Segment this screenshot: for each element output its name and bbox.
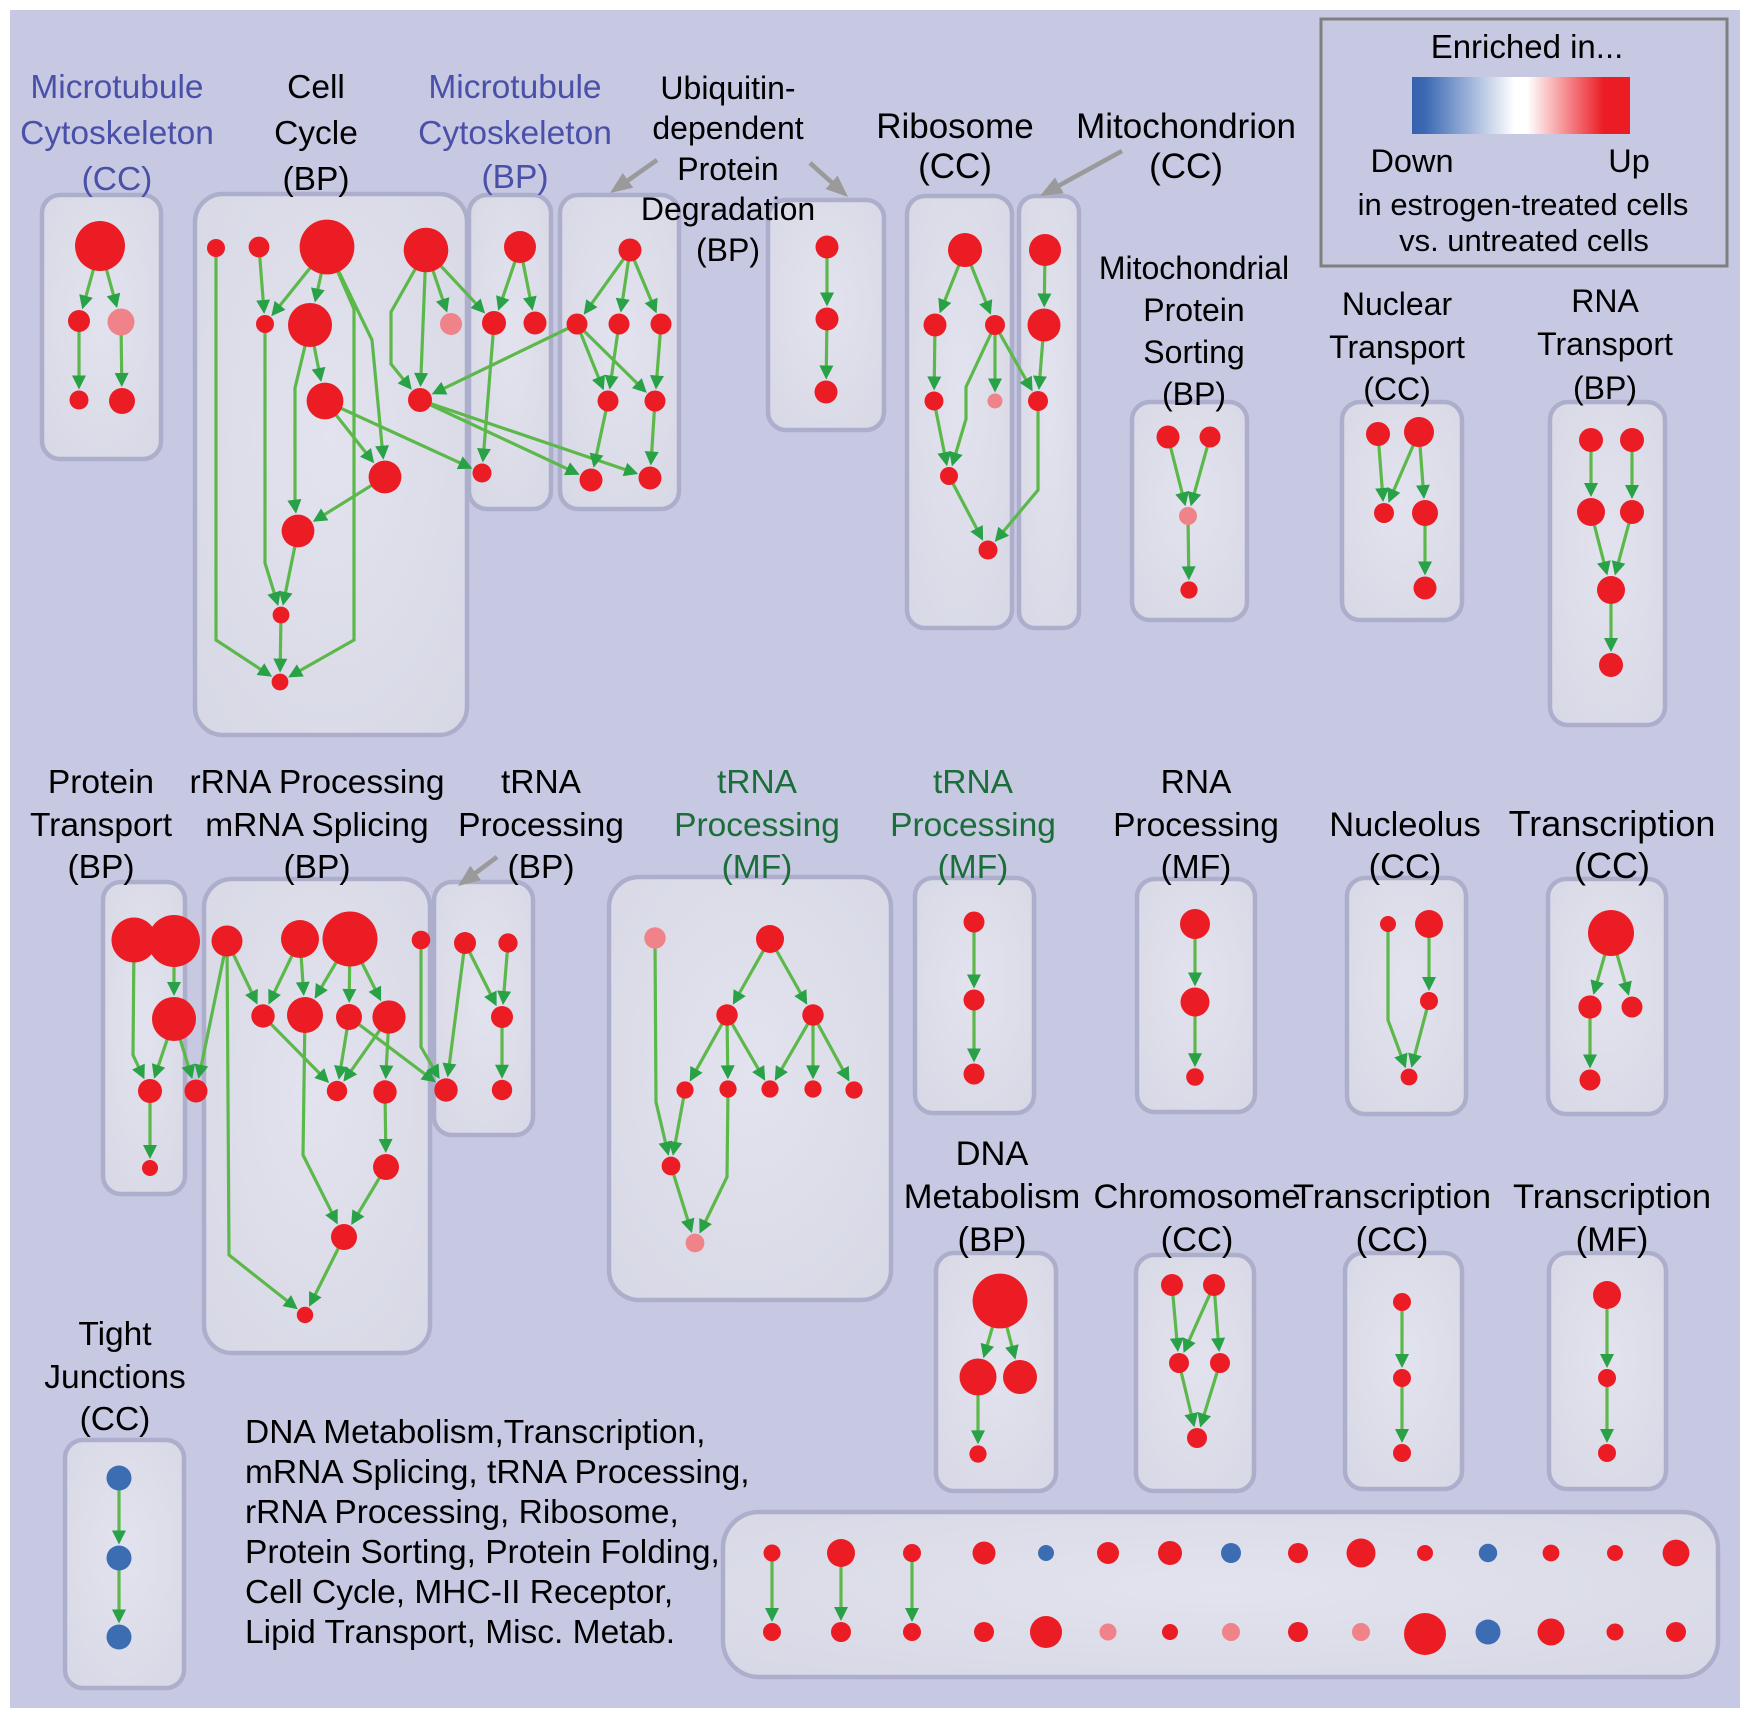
svg-text:(CC): (CC): [1161, 1221, 1234, 1259]
svg-text:dependent: dependent: [652, 110, 803, 146]
svg-text:DNA: DNA: [956, 1135, 1029, 1173]
svg-text:Transport: Transport: [30, 807, 173, 844]
svg-text:rRNA Processing: rRNA Processing: [189, 764, 444, 801]
svg-text:(BP): (BP): [68, 849, 135, 886]
svg-text:Mitochondrial: Mitochondrial: [1099, 250, 1289, 286]
svg-text:Ubiquitin-: Ubiquitin-: [660, 70, 795, 106]
svg-text:(BP): (BP): [1162, 376, 1226, 412]
svg-text:(MF): (MF): [938, 849, 1009, 886]
svg-text:(CC): (CC): [1149, 147, 1223, 186]
svg-text:(BP): (BP): [508, 849, 575, 886]
svg-text:Microtubule: Microtubule: [428, 69, 601, 106]
svg-text:(BP): (BP): [696, 232, 760, 268]
svg-text:(BP): (BP): [958, 1221, 1027, 1259]
svg-text:Nucleolus: Nucleolus: [1329, 806, 1481, 844]
svg-text:rRNA Processing, Ribosome,: rRNA Processing, Ribosome,: [245, 1494, 679, 1531]
svg-text:in estrogen-treated cells: in estrogen-treated cells: [1358, 187, 1689, 222]
svg-text:Sorting: Sorting: [1143, 334, 1244, 370]
svg-text:(CC): (CC): [1363, 371, 1431, 407]
svg-text:Metabolism: Metabolism: [904, 1178, 1080, 1216]
svg-text:Nuclear: Nuclear: [1342, 286, 1453, 322]
svg-text:Cell: Cell: [287, 69, 345, 106]
svg-text:Transcription: Transcription: [1509, 803, 1716, 844]
svg-text:(CC): (CC): [82, 161, 153, 198]
svg-text:Enriched in...: Enriched in...: [1431, 28, 1624, 65]
svg-text:Tight: Tight: [78, 1316, 152, 1353]
svg-text:tRNA: tRNA: [933, 764, 1014, 801]
svg-text:RNA: RNA: [1161, 764, 1232, 801]
svg-text:Up: Up: [1608, 143, 1650, 179]
svg-text:Transcription: Transcription: [1513, 1178, 1711, 1216]
svg-text:Ribosome: Ribosome: [876, 107, 1034, 146]
svg-text:tRNA: tRNA: [501, 764, 582, 801]
svg-text:(CC): (CC): [1356, 1221, 1429, 1259]
svg-text:(CC): (CC): [1369, 848, 1442, 886]
svg-text:Cell Cycle, MHC-II Receptor,: Cell Cycle, MHC-II Receptor,: [245, 1574, 673, 1611]
svg-text:RNA: RNA: [1571, 283, 1639, 319]
svg-text:(MF): (MF): [722, 849, 793, 886]
svg-text:(CC): (CC): [1574, 845, 1650, 886]
svg-text:Degradation: Degradation: [641, 191, 815, 227]
svg-text:(MF): (MF): [1161, 849, 1232, 886]
svg-text:Cytoskeleton: Cytoskeleton: [418, 115, 612, 152]
svg-text:Protein Sorting, Protein Foldi: Protein Sorting, Protein Folding,: [245, 1534, 720, 1571]
svg-text:Cytoskeleton: Cytoskeleton: [20, 115, 214, 152]
svg-text:Microtubule: Microtubule: [30, 69, 203, 106]
svg-text:Processing: Processing: [458, 807, 624, 844]
svg-text:tRNA: tRNA: [717, 764, 798, 801]
svg-text:Cycle: Cycle: [274, 115, 358, 152]
svg-text:(CC): (CC): [80, 1401, 151, 1438]
svg-text:Processing: Processing: [674, 807, 840, 844]
svg-text:Protein: Protein: [1143, 292, 1244, 328]
svg-text:(BP): (BP): [1573, 370, 1637, 406]
svg-text:Mitochondrion: Mitochondrion: [1076, 107, 1296, 146]
svg-text:mRNA Splicing: mRNA Splicing: [205, 807, 428, 844]
svg-text:Down: Down: [1370, 143, 1453, 179]
svg-text:Transcription: Transcription: [1293, 1178, 1491, 1216]
svg-text:(MF): (MF): [1576, 1221, 1649, 1259]
svg-text:Chromosome: Chromosome: [1093, 1178, 1300, 1216]
svg-text:(BP): (BP): [283, 161, 350, 198]
svg-text:vs. untreated cells: vs. untreated cells: [1399, 223, 1649, 258]
svg-text:(CC): (CC): [918, 147, 992, 186]
svg-text:Processing: Processing: [890, 807, 1056, 844]
svg-text:Transport: Transport: [1537, 326, 1673, 362]
svg-text:Protein: Protein: [48, 764, 154, 801]
svg-text:Transport: Transport: [1329, 329, 1465, 365]
svg-text:Lipid Transport, Misc. Metab.: Lipid Transport, Misc. Metab.: [245, 1614, 675, 1651]
svg-text:Junctions: Junctions: [44, 1359, 186, 1396]
svg-text:(BP): (BP): [284, 849, 351, 886]
svg-text:(BP): (BP): [482, 159, 549, 196]
svg-text:Processing: Processing: [1113, 807, 1279, 844]
svg-text:DNA Metabolism,Transcription,: DNA Metabolism,Transcription,: [245, 1414, 705, 1451]
svg-text:Protein: Protein: [677, 151, 778, 187]
svg-text:mRNA Splicing, tRNA Processing: mRNA Splicing, tRNA Processing,: [245, 1454, 750, 1491]
